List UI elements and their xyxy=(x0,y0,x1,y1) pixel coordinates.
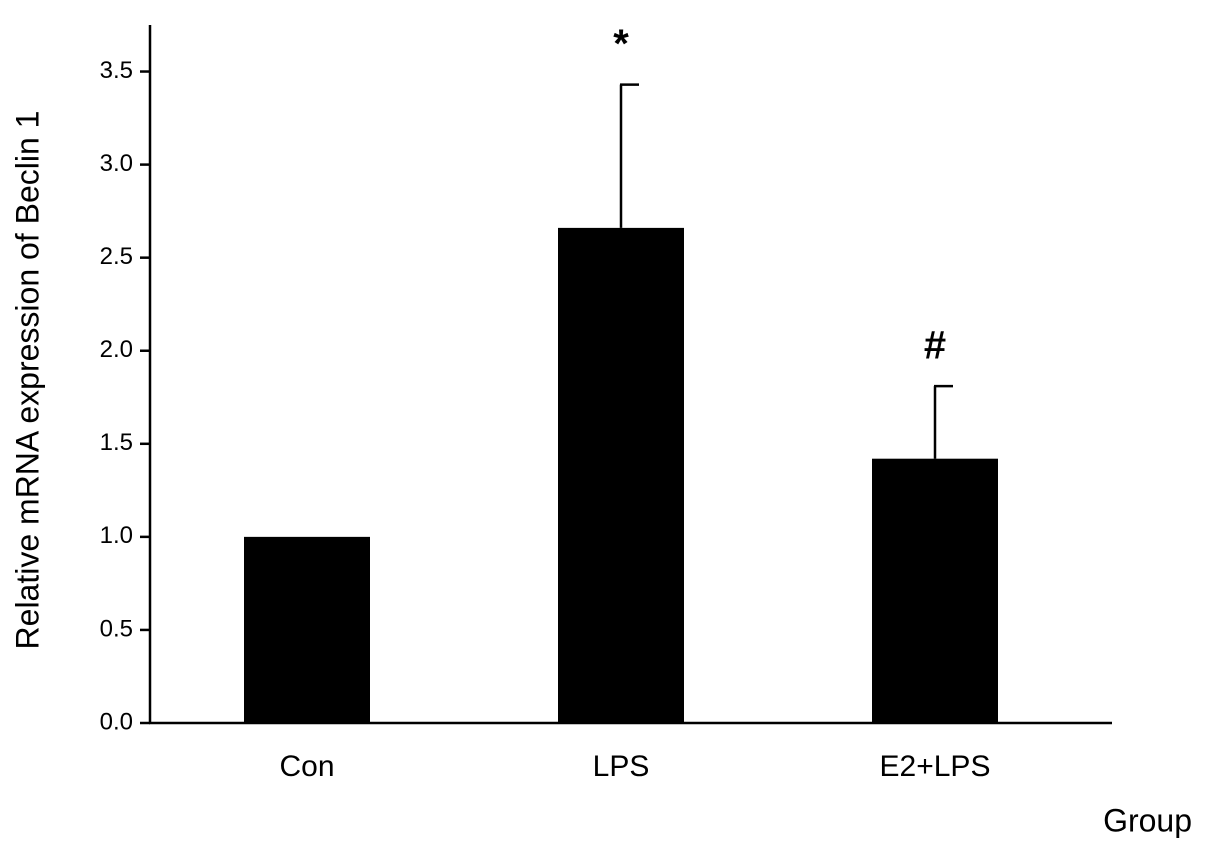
y-tick-label: 2.5 xyxy=(100,243,133,270)
y-tick-label: 1.0 xyxy=(100,522,133,549)
y-tick-label: 3.0 xyxy=(100,150,133,177)
y-tick-label: 1.5 xyxy=(100,429,133,456)
bar xyxy=(558,227,684,724)
x-axis-label: Group xyxy=(1103,802,1192,838)
x-tick-label: E2+LPS xyxy=(880,750,991,783)
y-tick-label: 0.0 xyxy=(100,708,133,735)
x-tick-label: Con xyxy=(279,750,334,783)
y-tick-label: 3.5 xyxy=(100,57,133,84)
significance-mark: # xyxy=(924,324,946,368)
y-tick-label: 2.0 xyxy=(100,336,133,363)
x-tick-label: LPS xyxy=(593,750,650,783)
bar xyxy=(244,536,370,723)
significance-mark: * xyxy=(613,22,629,66)
y-tick-label: 0.5 xyxy=(100,615,133,642)
bar xyxy=(872,458,998,723)
y-axis-label: Relative mRNA expression of Beclin 1 xyxy=(9,111,45,650)
